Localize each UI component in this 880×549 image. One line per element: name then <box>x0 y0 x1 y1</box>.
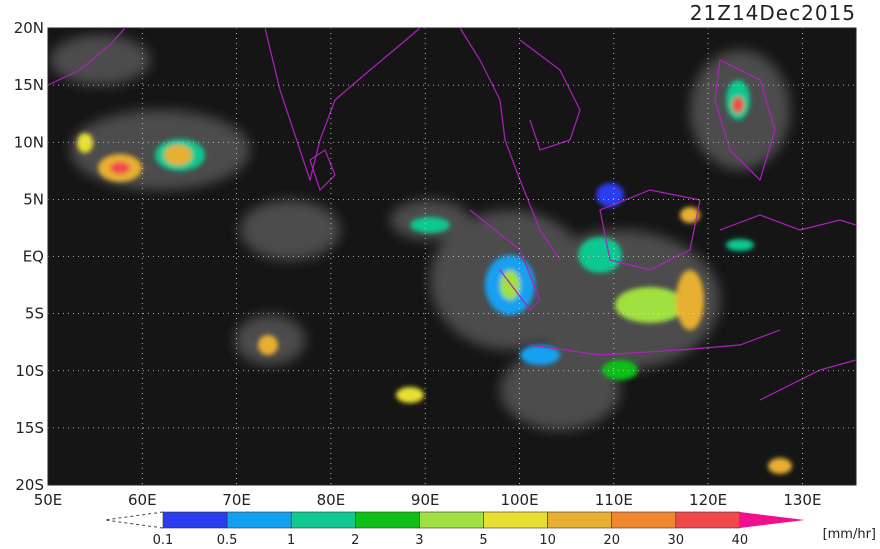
colorbar-box <box>354 511 420 529</box>
colorbar-box <box>226 511 292 529</box>
colorbar-label: 20 <box>603 533 620 545</box>
title: 21Z14Dec2015 <box>690 1 856 25</box>
lat-label: 5S <box>25 305 44 323</box>
colorbar-label: 10 <box>539 533 556 545</box>
colorbar-box <box>419 511 484 529</box>
colorbar-box <box>162 511 228 529</box>
coastlines <box>48 28 856 401</box>
lat-label: 15N <box>14 76 44 94</box>
colorbar-label: 30 <box>668 533 685 545</box>
map-area <box>48 28 856 485</box>
colorbar-label: 0.1 <box>153 533 174 545</box>
colorbar-box <box>611 511 677 529</box>
colorbar-label: 40 <box>732 533 749 545</box>
lon-label: 50E <box>34 491 63 509</box>
colorbar-box <box>547 511 612 529</box>
lon-label: 80E <box>317 491 346 509</box>
colorbar: 0.1 0.5 1 2 3 5 10 20 30 40 [mm/hr] <box>104 511 876 548</box>
colorbar-label: 2 <box>351 533 359 545</box>
lon-label: 100E <box>500 491 538 509</box>
colorbar-box <box>483 511 548 529</box>
lon-label: 70E <box>222 491 251 509</box>
lat-label: EQ <box>23 248 44 266</box>
colorbar-label: 1 <box>287 533 295 545</box>
colorbar-unit: [mm/hr] <box>823 527 876 542</box>
lat-label: 5N <box>23 190 44 208</box>
lon-label: 110E <box>595 491 633 509</box>
lon-label: 90E <box>411 491 440 509</box>
colorbar-box <box>290 511 356 529</box>
lat-label: 10S <box>15 362 44 380</box>
lat-label: 15S <box>15 419 44 437</box>
lat-label: 20S <box>15 476 44 494</box>
colorbar-under-triangle <box>104 511 164 529</box>
lat-label: 20N <box>14 19 44 37</box>
rain-areas <box>77 80 792 474</box>
colorbar-label: 0.5 <box>217 533 238 545</box>
grid <box>48 28 856 485</box>
lat-label: 10N <box>14 133 44 151</box>
colorbar-over-triangle <box>739 512 805 528</box>
lon-label: 130E <box>783 491 821 509</box>
colorbar-label: 3 <box>415 533 423 545</box>
colorbar-box <box>675 511 741 529</box>
lon-label: 60E <box>128 491 157 509</box>
lon-label: 120E <box>689 491 727 509</box>
map-frame <box>47 27 857 486</box>
colorbar-label: 5 <box>479 533 487 545</box>
